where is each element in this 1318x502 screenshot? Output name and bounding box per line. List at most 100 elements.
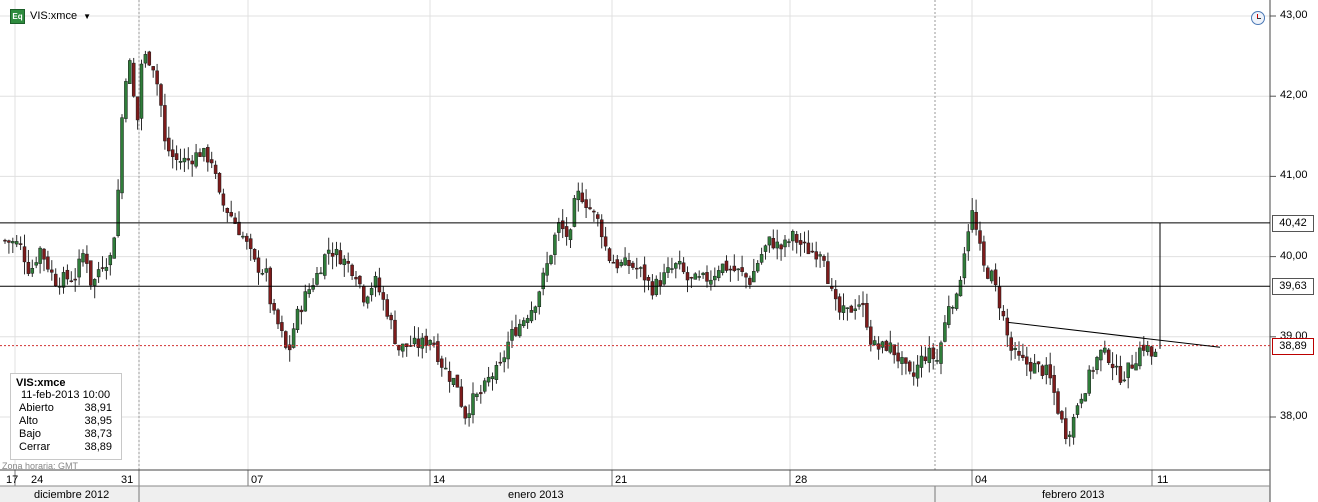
candle-down [1060, 411, 1064, 420]
candle-down [923, 356, 928, 361]
candle-down [416, 338, 421, 348]
candle-up [143, 54, 148, 64]
candle-down [689, 277, 694, 279]
candle-up [709, 279, 713, 285]
candle-down [1052, 374, 1056, 393]
candle-up [900, 357, 904, 364]
clock-icon[interactable] [1251, 11, 1265, 25]
dropdown-caret-icon[interactable]: ▼ [83, 11, 91, 21]
month-label: diciembre 2012 [34, 489, 110, 501]
candle-up [486, 376, 491, 383]
candle-down [186, 158, 191, 161]
candle-up [568, 229, 573, 241]
candle-up [557, 222, 561, 233]
candle-down [833, 289, 838, 300]
candle-up [693, 273, 698, 280]
candle-up [326, 249, 331, 254]
candle-up [1095, 357, 1099, 371]
candle-down [849, 305, 854, 313]
candle-up [34, 262, 38, 266]
candle-up [11, 241, 15, 244]
candle-up [451, 377, 456, 385]
candle-up [638, 267, 643, 269]
candle-up [880, 341, 885, 348]
ticker-label: VIS:xmce [30, 10, 78, 22]
month-label: enero 2013 [508, 489, 564, 501]
candle-up [720, 263, 725, 273]
x-tick-label: 17 [6, 474, 19, 486]
candle-down [440, 358, 444, 368]
y-tick-label: 41,00 [1280, 169, 1308, 181]
candle-down [1040, 365, 1045, 376]
candle-up [1099, 349, 1103, 361]
candle-down [174, 153, 179, 160]
candle-down [198, 152, 202, 157]
candle-down [599, 219, 604, 238]
last-price-box: 38,89 [1272, 338, 1314, 355]
candle-down [135, 96, 140, 121]
info-title: VIS:xmce [16, 377, 66, 389]
candle-up [818, 254, 822, 257]
candle-down [748, 277, 752, 285]
candle-up [502, 357, 506, 363]
candle-up [1071, 417, 1076, 438]
candle-down [615, 259, 620, 269]
candle-down [1048, 364, 1052, 379]
candle-up [1075, 405, 1080, 415]
info-row-close: Cerrar 38,89 [19, 441, 112, 453]
candle-up [61, 272, 66, 288]
candle-up [841, 305, 846, 313]
candle-up [108, 255, 113, 266]
candle-down [46, 256, 50, 270]
candle-up [1083, 393, 1088, 402]
candle-down [256, 257, 261, 273]
level-price-box: 39,63 [1272, 278, 1314, 295]
ticker-selector[interactable]: Eq VIS:xmce ▼ [10, 8, 91, 24]
candle-up [295, 308, 300, 330]
candle-up [369, 288, 374, 296]
candle-down [1130, 364, 1134, 369]
ohlc-info-box: VIS:xmce 11-feb-2013 10:00 Abierto 38,91 … [10, 373, 122, 460]
candle-up [510, 329, 514, 341]
candle-down [358, 275, 362, 285]
candle-up [623, 257, 627, 266]
candle-up [674, 263, 678, 269]
candle-up [677, 260, 682, 265]
candle-down [217, 172, 222, 193]
candle-down [837, 296, 842, 313]
candle-up [947, 306, 951, 325]
candle-up [537, 291, 542, 308]
y-tick-label: 42,00 [1280, 89, 1308, 101]
x-tick-label: 04 [975, 474, 988, 486]
candle-up [443, 367, 448, 370]
candle-down [1036, 361, 1041, 365]
candle-down [287, 344, 292, 351]
candle-down [455, 374, 460, 388]
candle-down [479, 392, 483, 395]
candle-down [1056, 391, 1060, 414]
candle-down [728, 268, 733, 271]
candle-up [38, 247, 42, 264]
candle-down [190, 160, 194, 165]
candle-up [96, 269, 101, 278]
candle-up [1103, 347, 1107, 353]
candle-down [1005, 317, 1010, 336]
candle-up [120, 117, 124, 194]
candle-down [284, 331, 288, 348]
candle-up [303, 291, 308, 312]
candle-down [7, 240, 11, 243]
timezone-label: Zona horaria: GMT [2, 461, 79, 471]
candle-up [1114, 365, 1119, 368]
candle-down [73, 278, 77, 281]
candle-up [545, 263, 549, 276]
candle-down [272, 302, 276, 311]
candle-up [494, 365, 499, 380]
candle-up [506, 341, 510, 360]
candle-down [170, 149, 175, 157]
candle-up [872, 340, 877, 345]
candle-down [1091, 370, 1095, 372]
candle-down [681, 262, 686, 273]
candle-up [775, 241, 779, 249]
candle-down [432, 342, 436, 345]
